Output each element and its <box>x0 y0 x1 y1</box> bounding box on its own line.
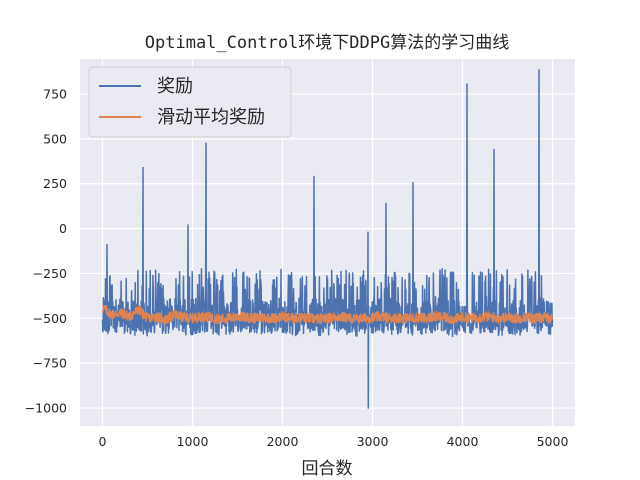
y-tick-label: −500 <box>33 311 67 326</box>
legend-label-moving-average: 滑动平均奖励 <box>157 107 265 128</box>
y-tick-labels: 750 500 250 0 −250 −500 −750 −1000 <box>25 86 67 415</box>
x-tick-label: 3000 <box>357 434 389 449</box>
series-line-moving-average <box>101 304 554 326</box>
series-group <box>101 69 554 409</box>
x-tick-label: 4000 <box>447 434 479 449</box>
series-layer <box>101 69 554 409</box>
x-tick-label: 0 <box>99 434 107 449</box>
legend: 奖励 滑动平均奖励 <box>88 66 292 138</box>
x-tick-labels: 0 1000 2000 3000 4000 5000 <box>99 434 569 449</box>
x-tick-label: 1000 <box>177 434 209 449</box>
y-tick-label: 750 <box>43 86 67 101</box>
y-tick-label: 250 <box>43 176 67 191</box>
y-tick-label: −1000 <box>25 401 67 416</box>
legend-label-reward: 奖励 <box>157 76 193 97</box>
legend-box <box>88 66 292 138</box>
y-tick-label: 0 <box>59 221 67 236</box>
y-tick-label: 500 <box>43 131 67 146</box>
x-tick-label: 2000 <box>267 434 299 449</box>
y-tick-label: −250 <box>33 266 67 281</box>
y-tick-label: −750 <box>33 356 67 371</box>
chart-title: Optimal_Control环境下DDPG算法的学习曲线 <box>145 33 509 53</box>
x-axis-label: 回合数 <box>302 459 353 479</box>
x-tick-label: 5000 <box>537 434 569 449</box>
